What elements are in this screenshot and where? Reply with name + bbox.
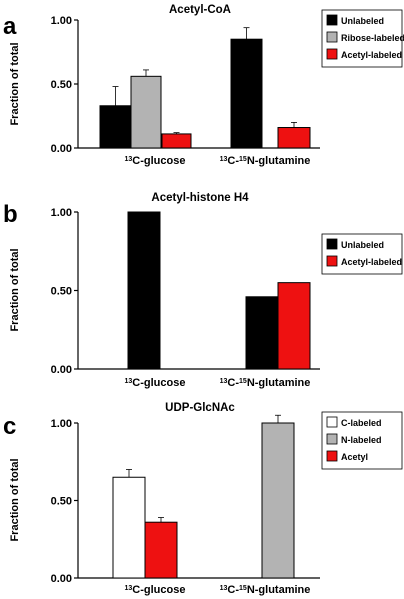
legend-swatch [326, 238, 338, 250]
superscript: 13 [125, 156, 133, 163]
category-text: N-glutamine [247, 584, 311, 596]
category-text: C- [227, 155, 239, 167]
category-text: N-glutamine [247, 377, 311, 389]
panel-letter: c [3, 413, 16, 440]
bar [144, 521, 178, 579]
x-tick-label: 13C-15N-glutamine [220, 155, 311, 167]
legend-label: Acetyl-labeled [341, 257, 402, 267]
superscript: 15 [239, 156, 247, 163]
y-tick-label: 0.50 [51, 286, 72, 298]
category-text: C-glucose [132, 377, 185, 389]
y-tick-label: 0.00 [51, 573, 72, 585]
category-text: C- [227, 377, 239, 389]
legend-label: Ribose-labeled [341, 33, 404, 43]
legend-swatch [326, 416, 338, 428]
y-tick-label: 0.50 [51, 79, 72, 91]
category-text: C-glucose [132, 155, 185, 167]
legend-label: Acetyl-labeled [341, 50, 402, 60]
x-tick-label: 13C-glucose [125, 377, 186, 389]
legend-label: Unlabeled [341, 240, 384, 250]
legend-label: C-labeled [341, 418, 382, 428]
panel-letter: b [3, 201, 18, 228]
category-text: N-glutamine [247, 155, 311, 167]
bar [277, 282, 311, 370]
y-axis-label: Fraction of total [9, 248, 21, 331]
legend-swatch [326, 31, 338, 43]
bar [112, 476, 146, 579]
panel-letter: a [3, 13, 17, 40]
y-tick-label: 1.00 [51, 207, 72, 219]
legend-swatch [326, 48, 338, 60]
superscript: 13 [125, 585, 133, 592]
superscript: 15 [239, 378, 247, 385]
superscript: 13 [125, 378, 133, 385]
legend-swatch [326, 450, 338, 462]
x-tick-label: 13C-glucose [125, 584, 186, 596]
x-tick-label: 13C-glucose [125, 155, 186, 167]
chart-title: Acetyl-CoA [169, 4, 231, 16]
superscript: 13 [220, 585, 228, 592]
y-tick-label: 1.00 [51, 418, 72, 430]
superscript: 15 [239, 585, 247, 592]
y-tick-label: 0.50 [51, 496, 72, 508]
bar [161, 133, 192, 149]
bar [99, 105, 132, 149]
x-tick-label: 13C-15N-glutamine [220, 377, 311, 389]
superscript: 13 [220, 156, 228, 163]
x-tick-label: 13C-15N-glutamine [220, 584, 311, 596]
y-tick-label: 0.00 [51, 364, 72, 376]
legend-label: N-labeled [341, 435, 382, 445]
legend-label: Acetyl [341, 452, 368, 462]
y-axis-label: Fraction of total [9, 458, 21, 541]
y-axis-label: Fraction of total [9, 42, 21, 125]
bar [230, 38, 263, 149]
bar [277, 127, 311, 149]
bar [130, 75, 162, 149]
y-tick-label: 1.00 [51, 15, 72, 27]
chart-title: UDP-GlcNAc [165, 402, 235, 414]
legend-swatch [326, 433, 338, 445]
category-text: C-glucose [132, 584, 185, 596]
chart-title: Acetyl-histone H4 [151, 192, 249, 204]
legend-label: Unlabeled [341, 16, 384, 26]
bar [127, 211, 161, 370]
superscript: 13 [220, 378, 228, 385]
bar [261, 422, 295, 579]
bar [245, 296, 279, 370]
y-tick-label: 0.00 [51, 143, 72, 155]
legend-swatch [326, 14, 338, 26]
category-text: C- [227, 584, 239, 596]
legend-swatch [326, 255, 338, 267]
